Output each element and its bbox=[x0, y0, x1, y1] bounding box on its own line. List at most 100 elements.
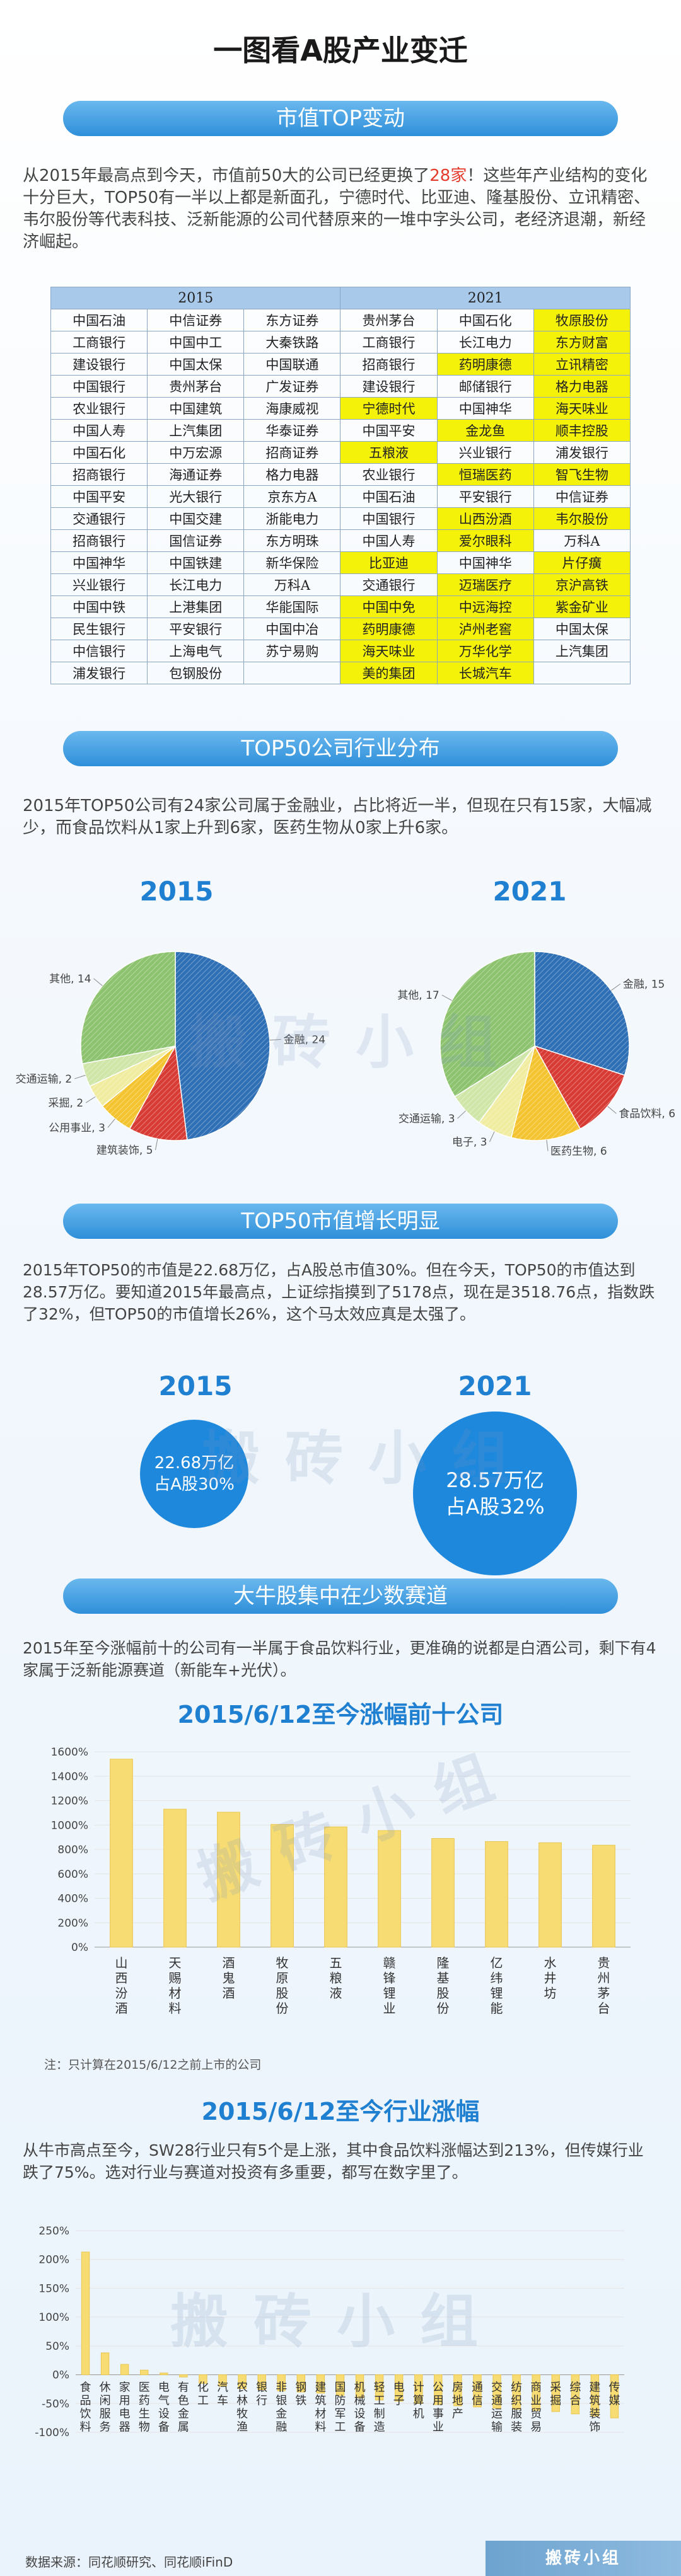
x-tick-label: 牧原股份 bbox=[276, 1955, 289, 2016]
pie-leader-line bbox=[607, 1106, 617, 1114]
bar bbox=[271, 1824, 294, 1948]
table-cell: 中国银行 bbox=[340, 507, 438, 530]
y-tick-label: 200% bbox=[38, 2254, 69, 2267]
table-row: 中国平安 光大银行 京东方A 中国石油 平安银行 中信证券 bbox=[50, 485, 631, 508]
pie-label: 采掘, 2 bbox=[49, 1097, 84, 1110]
y-tick-label: 50% bbox=[45, 2340, 69, 2353]
pie-label: 电子, 3 bbox=[452, 1136, 487, 1149]
top50-table: 2015 2021 中国石油 中信证券 东方证券 贵州茅台 中国石化 牧原股份 工商银行 中国… bbox=[50, 287, 631, 684]
table-cell: 上汽集团 bbox=[533, 640, 631, 662]
x-tick-label: 山西汾酒 bbox=[115, 1955, 128, 2016]
x-tick-label: 休闲服务 bbox=[100, 2381, 111, 2434]
highlight-count: 28家 bbox=[429, 166, 467, 185]
pie-slice-texture bbox=[80, 952, 175, 1064]
bar bbox=[453, 2374, 462, 2406]
y-tick-label: -50% bbox=[42, 2398, 69, 2410]
table-cell: 紫金矿业 bbox=[533, 595, 631, 618]
bar bbox=[590, 2374, 600, 2417]
x-tick-label: 采掘 bbox=[550, 2381, 561, 2408]
table-cell: 上汽集团 bbox=[147, 419, 245, 442]
pie-leader-line bbox=[93, 978, 103, 986]
table-header-2015: 2015 bbox=[50, 287, 341, 309]
section3-paragraph: 2015年TOP50的市值是22.68万亿，占A股总市值30%。但在今天，TOP… bbox=[23, 1261, 655, 1323]
table-cell: 万科A bbox=[243, 573, 341, 596]
table-row: 中信银行 上海电气 苏宁易购 海天味业 万华化学 上汽集团 bbox=[50, 640, 631, 662]
x-tick-label: 农林牧渔 bbox=[236, 2381, 248, 2434]
y-tick-label: 800% bbox=[57, 1844, 88, 1856]
pie-slice-texture bbox=[90, 1046, 175, 1107]
table-cell: 迈瑞医疗 bbox=[436, 573, 534, 596]
table-cell: 招商银行 bbox=[50, 463, 148, 486]
table-cell: 平安银行 bbox=[147, 618, 245, 640]
x-tick-label: 酒鬼酒 bbox=[223, 1955, 235, 2001]
table-cell: 上港集团 bbox=[147, 595, 245, 618]
bar bbox=[324, 1826, 347, 1948]
bar bbox=[81, 2251, 90, 2376]
table-cell: 中国银行 bbox=[50, 375, 148, 398]
x-tick-label: 商业贸易 bbox=[530, 2381, 542, 2434]
pie-label: 公用事业, 3 bbox=[49, 1122, 105, 1134]
table-cell: 中国中工 bbox=[147, 331, 245, 354]
pie-leader-line bbox=[441, 994, 452, 1001]
chart-title-industry: 2015/6/12至今行业涨幅 bbox=[201, 2098, 480, 2125]
table-cell: 民生银行 bbox=[50, 618, 148, 640]
pie-leader-line bbox=[489, 1131, 495, 1142]
bar bbox=[532, 2374, 540, 2411]
chart-title-top10: 2015/6/12至今涨幅前十公司 bbox=[177, 1701, 504, 1728]
table-row: 交通银行 中国交建 浙能电力 中国银行 山西汾酒 韦尔股份 bbox=[50, 507, 631, 530]
bar bbox=[414, 2374, 423, 2404]
bar bbox=[551, 2374, 560, 2412]
table-cell: 中国石油 bbox=[340, 485, 438, 508]
table-row: 中国石油 中信证券 东方证券 贵州茅台 中国石化 牧原股份 bbox=[50, 309, 631, 331]
table-cell: 美的集团 bbox=[340, 662, 438, 684]
bar bbox=[120, 2364, 129, 2376]
table-cell: 中国中冶 bbox=[243, 618, 341, 640]
table-cell: 苏宁易购 bbox=[243, 640, 341, 662]
table-header-2021: 2021 bbox=[340, 287, 631, 309]
y-tick-label: -100% bbox=[35, 2427, 69, 2439]
table-cell: 海通证券 bbox=[147, 463, 245, 486]
table-cell: 爱尔眼科 bbox=[436, 529, 534, 552]
bar bbox=[296, 2374, 306, 2393]
bar bbox=[473, 2374, 482, 2408]
table-cell: 中国平安 bbox=[50, 485, 148, 508]
table-cell: 建设银行 bbox=[340, 375, 438, 398]
table-cell: 京东方A bbox=[243, 485, 341, 508]
pie-label: 交通运输, 2 bbox=[16, 1073, 73, 1086]
pie-charts: 金融, 24 建筑装饰, 5 公用事业, 3 采掘, 2 交通运输, 2 其他, 14 金融… bbox=[16, 951, 675, 1158]
table-cell: 中国人寿 bbox=[50, 419, 148, 442]
table-row: 中国人寿 上汽集团 华泰证券 中国平安 金龙鱼 顺丰控股 bbox=[50, 419, 631, 442]
table-cell: 长江电力 bbox=[436, 331, 534, 354]
pie-slice-texture bbox=[455, 1046, 535, 1123]
table-cell: 东方证券 bbox=[243, 309, 341, 331]
circle-share: 占A股30% bbox=[154, 1475, 235, 1494]
x-tick-label: 五粮液 bbox=[330, 1955, 342, 2001]
table-cell: 中国交建 bbox=[147, 507, 245, 530]
table-cell: 大秦铁路 bbox=[243, 331, 341, 354]
pie-slice-texture bbox=[129, 1046, 187, 1141]
table-cell: 中国神华 bbox=[50, 551, 148, 574]
x-tick-label: 隆基股份 bbox=[437, 1955, 450, 2016]
table-cell: 中国联通 bbox=[243, 353, 341, 376]
bar bbox=[238, 2374, 247, 2389]
bar bbox=[335, 2374, 345, 2396]
table-cell: 智飞生物 bbox=[533, 463, 631, 486]
bar bbox=[434, 2374, 443, 2405]
bar bbox=[571, 2374, 580, 2415]
x-tick-label: 家用电器 bbox=[119, 2381, 131, 2434]
bar bbox=[485, 1841, 508, 1948]
section1-paragraph: 从2015年最高点到今天，市值前50大的公司已经更换了28家！这些年产业结构的变… bbox=[23, 165, 658, 253]
market-cap-circle-2021: 28.57万亿 占A股32% bbox=[413, 1412, 577, 1575]
table-cell: 中信银行 bbox=[50, 640, 148, 662]
y-tick-label: 1200% bbox=[51, 1795, 88, 1808]
x-tick-label: 计算机 bbox=[413, 2381, 424, 2421]
data-source: 数据来源：同花顺研究、同花顺iFinD bbox=[25, 2555, 233, 2570]
pie-slice-texture bbox=[479, 1046, 535, 1138]
table-cell: 招商银行 bbox=[50, 529, 148, 552]
table-cell: 兴业银行 bbox=[50, 573, 148, 596]
table-cell: 中国石化 bbox=[436, 309, 534, 331]
pie-slice-texture bbox=[535, 952, 629, 1076]
pie-leader-line bbox=[269, 1038, 281, 1041]
table-cell: 建设银行 bbox=[50, 353, 148, 376]
table-cell: 中远海控 bbox=[436, 595, 534, 618]
